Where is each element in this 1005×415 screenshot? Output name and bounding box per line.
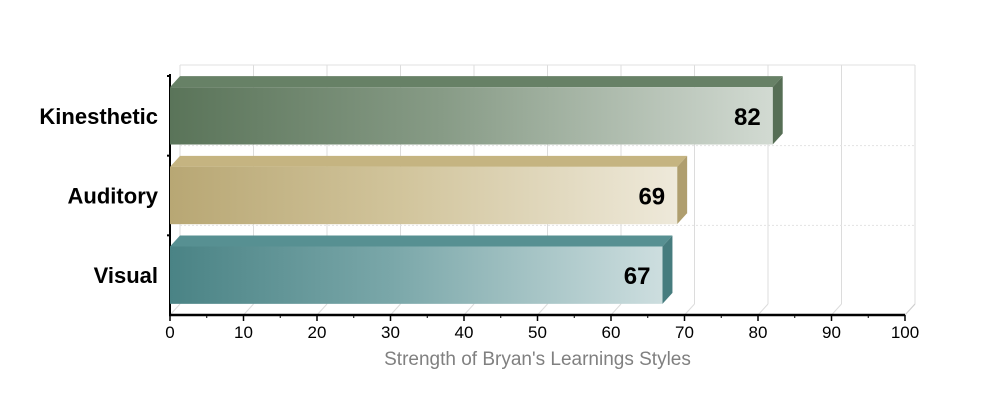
x-tick-label: 60 bbox=[602, 323, 621, 342]
x-tick-label: 80 bbox=[749, 323, 768, 342]
bar-side-face bbox=[772, 76, 783, 145]
x-tick-label: 40 bbox=[455, 323, 474, 342]
gridline-floor bbox=[316, 303, 328, 316]
x-tick-label: 90 bbox=[822, 323, 841, 342]
gridline-floor bbox=[243, 303, 254, 316]
category-label: Visual bbox=[94, 263, 158, 288]
gridline-floor bbox=[463, 303, 475, 316]
gridline-floor bbox=[610, 303, 622, 316]
x-axis-title: Strength of Bryan's Learnings Styles bbox=[384, 349, 691, 370]
bar-side-face bbox=[677, 155, 688, 225]
category-label: Auditory bbox=[68, 184, 159, 209]
bar-side-face bbox=[662, 235, 673, 304]
gridline-floor bbox=[390, 303, 401, 316]
x-tick-label: 20 bbox=[308, 323, 327, 342]
category-label: Kinesthetic bbox=[39, 104, 158, 129]
bar bbox=[170, 166, 678, 225]
data-label: 82 bbox=[734, 104, 761, 131]
x-tick-label: 70 bbox=[675, 323, 694, 342]
bars bbox=[170, 76, 783, 304]
bar-top-face bbox=[170, 155, 688, 167]
data-label: 69 bbox=[638, 184, 665, 211]
gridline-floor bbox=[537, 303, 548, 316]
labels: 82 Kinesthetic 69 Auditory 67 Visual bbox=[39, 104, 760, 290]
bar-top-face bbox=[170, 76, 783, 88]
x-tick-label: 30 bbox=[381, 323, 400, 342]
gridline-floor bbox=[169, 303, 181, 316]
bar bbox=[170, 246, 663, 304]
bar-top-face bbox=[170, 235, 673, 247]
x-tick-label: 50 bbox=[528, 323, 547, 342]
x-tick-label: 0 bbox=[165, 323, 174, 342]
x-tick-label: 10 bbox=[234, 323, 253, 342]
data-label: 67 bbox=[624, 263, 651, 290]
axes: 0 10 20 30 40 50 60 70 80 90 100 bbox=[165, 74, 919, 342]
gridline-floor bbox=[831, 303, 842, 316]
x-tick-label: 100 bbox=[891, 323, 919, 342]
gridline-floor bbox=[757, 303, 769, 316]
bar bbox=[170, 87, 773, 145]
floor-edge bbox=[904, 303, 916, 316]
gridline-floor bbox=[684, 303, 695, 316]
